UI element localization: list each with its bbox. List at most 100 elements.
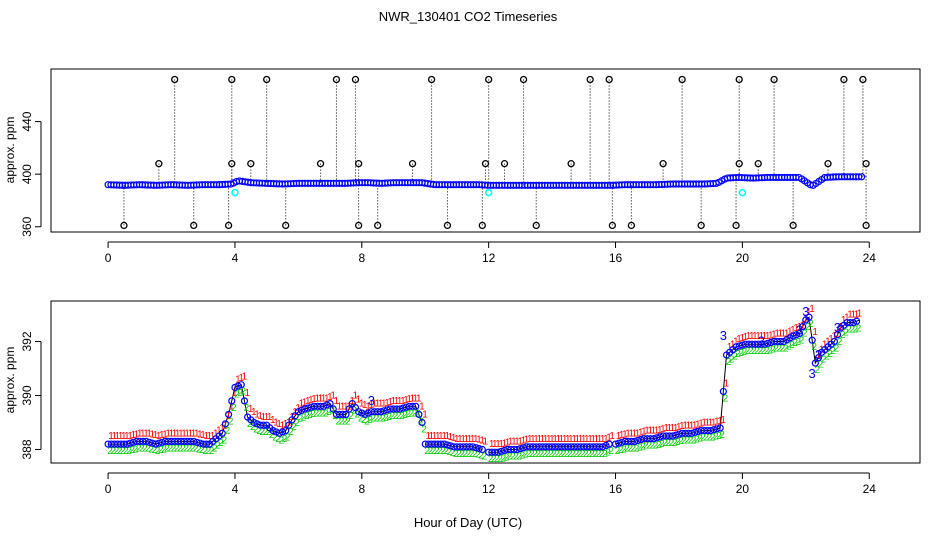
flag-2-label: 2	[665, 438, 671, 449]
flag-1-label: 1	[679, 421, 685, 432]
flag-2-label: 2	[263, 427, 269, 438]
flag-2-label: 2	[177, 443, 183, 454]
flag-1-label: 1	[349, 396, 355, 407]
flag-2-label: 2	[551, 449, 557, 460]
flag-2-label: 2	[221, 435, 227, 446]
flag-1-label: 1	[708, 418, 714, 429]
flag-2-label: 2	[618, 445, 624, 456]
flag-2-label: 2	[310, 409, 316, 420]
flag-1-label: 1	[242, 372, 248, 383]
flag-1-label: 1	[188, 428, 194, 439]
spike-point	[332, 75, 341, 84]
flag-1-label: 1	[153, 430, 159, 441]
flag-2-label: 2	[542, 449, 548, 460]
flag-1-label: 1	[527, 434, 533, 445]
flag-2-label: 2	[183, 443, 189, 454]
flag-1-label: 1	[213, 428, 219, 439]
y-tick-label: 400	[20, 164, 34, 184]
flag-2-label: 2	[837, 337, 843, 348]
flag-2-label: 2	[818, 360, 824, 371]
flag-1-label: 1	[353, 391, 359, 402]
flag-1-label: 1	[670, 423, 676, 434]
flag-2-label: 2	[380, 414, 386, 425]
flag-1-label: 1	[686, 420, 692, 431]
flag-1-label: 1	[647, 426, 653, 437]
spike-point	[862, 159, 870, 168]
flag-1-label: 1	[165, 428, 171, 439]
flag-1-label: 1	[444, 431, 450, 442]
flag-1-label: 1	[280, 420, 286, 431]
flag-1-label: 1	[305, 396, 311, 407]
flag-1-label: 1	[207, 431, 213, 442]
data-point	[145, 438, 153, 446]
data-point	[691, 428, 699, 436]
flag-2-label: 2	[662, 438, 668, 449]
flag-2-label: 2	[225, 426, 231, 437]
x-tick-label: 20	[736, 251, 750, 265]
flag-2-label: 2	[723, 393, 729, 404]
flag-1-label: 1	[676, 422, 682, 433]
flag-2-label: 2	[707, 433, 713, 444]
flag-1-label: 1	[739, 333, 745, 344]
flag-1-label: 1	[692, 420, 698, 431]
data-point	[415, 410, 423, 418]
flag-1-label: 1	[391, 396, 397, 407]
flag-2-label: 2	[371, 414, 377, 425]
flag-1-label: 1	[124, 431, 130, 442]
flag-2-label: 2	[558, 449, 564, 460]
flag-1-label: 1	[438, 431, 444, 442]
flag-1-label: 1	[121, 431, 127, 442]
flag-1-label: 1	[714, 417, 720, 428]
flag-1-label: 1	[625, 428, 631, 439]
flag-2-label: 2	[390, 411, 396, 422]
spike-point	[351, 75, 360, 84]
flag-2-label: 2	[279, 435, 285, 446]
flag-2-label: 2	[504, 452, 510, 463]
flag-1-label: 1	[666, 423, 672, 434]
flag-1-label: 1	[619, 430, 625, 441]
data-point	[732, 343, 740, 351]
flag-2-label: 2	[161, 444, 167, 455]
flag-1-label: 1	[847, 310, 853, 321]
flag-2-label: 2	[317, 408, 323, 419]
spike-point	[770, 75, 778, 84]
flag-1-label: 1	[264, 412, 270, 423]
flag-1-label: 1	[552, 434, 558, 445]
flag-1-label: 1	[660, 424, 666, 435]
spike-point	[567, 159, 575, 168]
data-point	[513, 445, 521, 454]
flag-1-label: 1	[372, 399, 378, 410]
flag-2-label: 2	[431, 446, 437, 457]
flag-1-label: 1	[219, 423, 225, 434]
data-point	[805, 313, 813, 321]
flag-1-label: 1	[340, 401, 346, 412]
flag-2-label: 2	[561, 449, 567, 460]
flag-1-label: 1	[127, 431, 133, 442]
spike-point	[171, 75, 179, 84]
flag-2-label: 2	[764, 346, 770, 357]
flag-2-label: 2	[742, 347, 748, 358]
flag-1-label: 1	[571, 434, 577, 445]
flag-1-label: 1	[793, 323, 799, 334]
spike-point	[627, 221, 636, 230]
flag-2-label: 2	[348, 411, 354, 422]
spike-point	[263, 75, 271, 84]
flag-1-label: 1	[406, 394, 412, 405]
flag-2-label: 2	[653, 441, 659, 452]
plot-frame	[50, 68, 921, 233]
flag-2-label: 2	[482, 452, 488, 463]
flag-2-label: 2	[627, 443, 633, 454]
flag-1-label: 1	[146, 428, 152, 439]
data-point	[304, 404, 312, 412]
flag-1-label: 1	[749, 331, 755, 342]
flag-2-label: 2	[577, 449, 583, 460]
flag-2-label: 2	[453, 449, 459, 460]
flag-2-label: 2	[164, 443, 170, 454]
flag-2-label: 2	[799, 335, 805, 346]
flag-2-label: 2	[364, 416, 370, 427]
flag-1-label: 1	[632, 428, 638, 439]
flag-1-label: 1	[286, 418, 292, 429]
flag-1-label: 1	[644, 426, 650, 437]
flag-1-label: 1	[422, 410, 428, 421]
spike-point	[485, 75, 493, 84]
